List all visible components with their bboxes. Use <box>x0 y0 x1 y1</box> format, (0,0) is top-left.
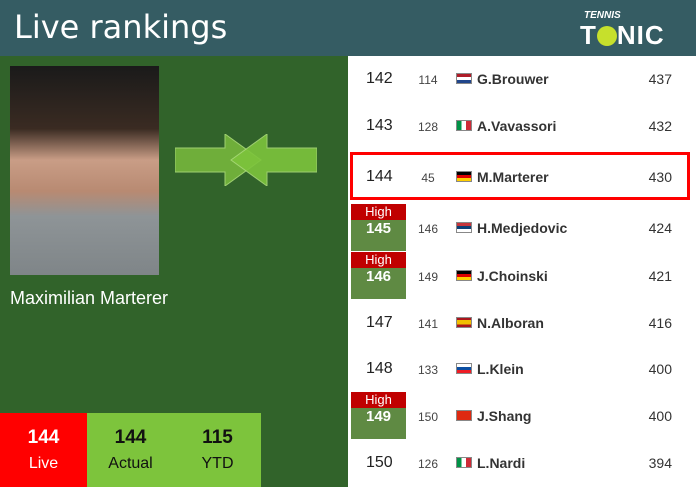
flag-cn-icon <box>456 410 472 421</box>
table-row[interactable]: 142 114 G.Brouwer 437 <box>348 56 696 103</box>
player-name[interactable]: N.Alboran <box>477 315 544 331</box>
flag-nl-icon <box>456 73 472 84</box>
rank: 146 <box>365 268 392 285</box>
logo-small-text: TENNIS <box>584 10 621 21</box>
rank: 144 <box>366 168 393 185</box>
player-name[interactable]: M.Marterer <box>477 169 549 185</box>
player-name[interactable]: L.Nardi <box>477 455 526 471</box>
player-name[interactable]: L.Klein <box>477 361 524 377</box>
points: 430 <box>648 169 672 185</box>
table-row[interactable]: 143 128 A.Vavassori 432 <box>348 103 696 150</box>
flag-de-icon <box>456 171 472 182</box>
page-title: Live rankings <box>14 8 228 46</box>
flag-es-icon <box>456 317 472 328</box>
stat-value: 144 <box>114 427 147 448</box>
table-row[interactable]: High 146 149 J.Choinski 421 <box>348 252 696 300</box>
rank: 148 <box>366 360 393 377</box>
stat-value: 115 <box>202 427 233 448</box>
stat-ytd: 115 YTD <box>174 413 261 487</box>
previous-rank: 114 <box>418 73 438 87</box>
previous-rank: 128 <box>417 120 439 134</box>
stat-label: Actual <box>108 455 153 472</box>
rank: 147 <box>366 314 393 331</box>
stat-live: 144 Live <box>0 413 87 487</box>
stat-label: Live <box>28 455 59 472</box>
points: 432 <box>648 118 672 134</box>
player-panel: Maximilian Marterer 144 Live 144 Actual … <box>0 56 348 487</box>
table-row[interactable]: High 149 150 J.Shang 400 <box>348 392 696 440</box>
previous-rank: 126 <box>417 457 439 471</box>
player-name[interactable]: A.Vavassori <box>477 118 557 134</box>
points: 400 <box>648 361 672 377</box>
flag-de-icon <box>456 270 472 281</box>
player-photo <box>10 66 159 275</box>
flag-rs-icon <box>456 222 472 233</box>
table-row[interactable]: 148 133 L.Klein 400 <box>348 346 696 393</box>
flag-sk-icon <box>456 363 472 374</box>
previous-rank: 141 <box>417 317 439 331</box>
tennis-tonic-logo[interactable]: TENNIS T NIC <box>580 10 680 50</box>
high-label: High <box>351 252 406 268</box>
table-row[interactable]: 150 126 L.Nardi 394 <box>348 440 696 487</box>
points: 400 <box>648 408 672 424</box>
previous-rank: 45 <box>421 171 435 185</box>
player-name[interactable]: J.Shang <box>477 408 532 424</box>
rank: 143 <box>366 117 393 134</box>
points: 437 <box>648 71 672 87</box>
header: Live rankings TENNIS T NIC <box>0 0 696 56</box>
previous-rank: 150 <box>417 410 439 424</box>
stat-value: 144 <box>27 427 60 448</box>
rank: 145 <box>365 220 392 237</box>
table-row[interactable]: High 145 146 H.Medjedovic 424 <box>348 204 696 252</box>
career-high-badge: High 146 <box>351 252 406 299</box>
stat-actual: 144 Actual <box>87 413 174 487</box>
stat-label: YTD <box>201 455 234 472</box>
current-player-highlight <box>350 152 690 200</box>
previous-rank: 146 <box>417 222 439 236</box>
high-label: High <box>351 392 406 408</box>
tennis-ball-icon <box>596 26 617 46</box>
points: 424 <box>648 220 672 236</box>
rank: 142 <box>366 70 393 87</box>
points: 416 <box>648 315 672 331</box>
rankings-list: 142 114 G.Brouwer 437 143 128 A.Vavassori 4… <box>348 56 696 487</box>
flag-it-icon <box>456 457 472 468</box>
points: 421 <box>648 268 672 284</box>
trend-arrows-icon <box>175 134 317 186</box>
rank: 150 <box>366 454 393 471</box>
flag-it-icon <box>456 120 472 131</box>
player-name[interactable]: G.Brouwer <box>477 71 549 87</box>
career-high-badge: High 145 <box>351 204 406 251</box>
table-row[interactable]: 147 141 N.Alboran 416 <box>348 300 696 347</box>
player-name[interactable]: J.Choinski <box>477 268 548 284</box>
rank: 149 <box>365 408 392 425</box>
high-label: High <box>351 204 406 220</box>
logo-big-text: T NIC <box>580 20 665 50</box>
player-name[interactable]: H.Medjedovic <box>477 220 568 236</box>
table-row-current[interactable]: 144 45 M.Marterer 430 <box>348 152 696 201</box>
points: 394 <box>648 455 672 471</box>
previous-rank: 133 <box>417 363 439 377</box>
career-high-badge: High 149 <box>351 392 406 439</box>
player-name: Maximilian Marterer <box>10 288 169 308</box>
previous-rank: 149 <box>417 270 439 284</box>
